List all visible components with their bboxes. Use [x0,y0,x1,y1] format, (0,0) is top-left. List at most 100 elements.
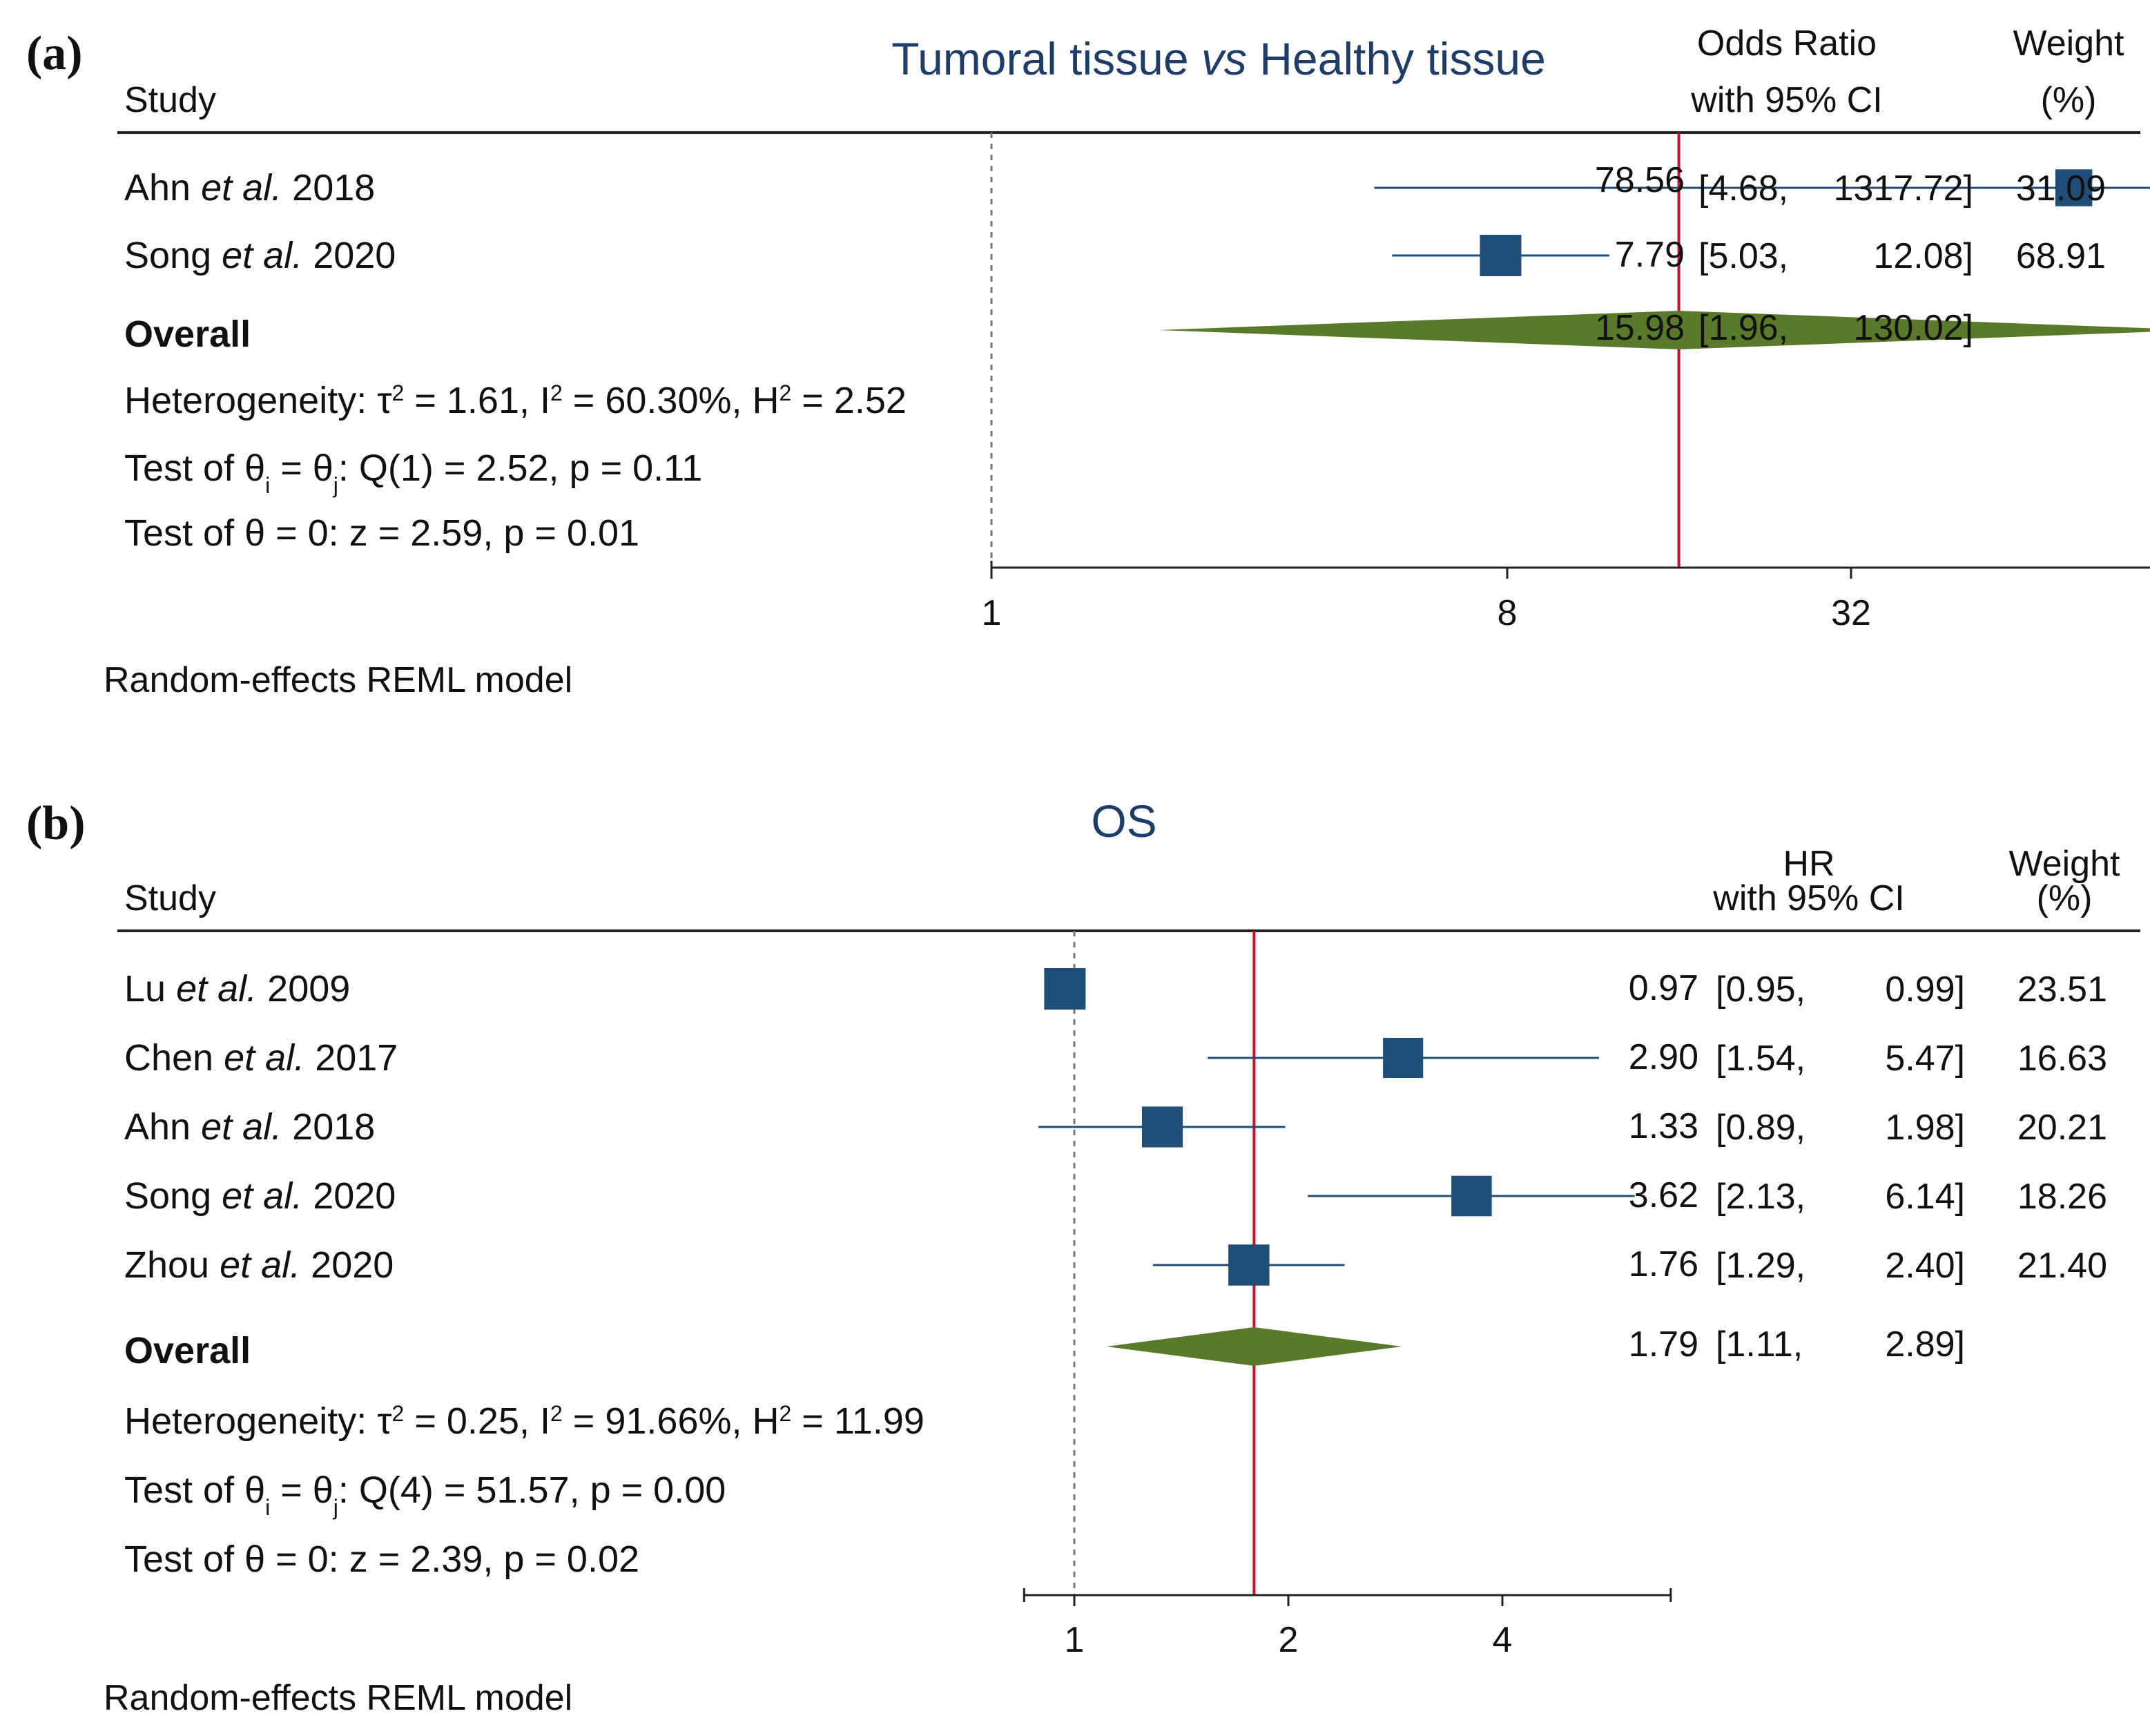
study-year: 2020 [300,1244,394,1286]
test-text: : Q(4) = 51.57, p = 0.00 [338,1469,726,1511]
het-text: = 2.52 [791,380,907,421]
header-effect-ci: with 95% CI [1712,878,1904,918]
overall-diamond [1158,311,2150,349]
weight-value: 23.51 [2017,970,2107,1010]
study-author: Zhou [124,1244,220,1286]
study-marker [1044,968,1086,1010]
plot-title-italic: vs [1201,33,1247,84]
study-marker [2055,169,2093,206]
het-sup: 2 [779,1401,792,1426]
effect-estimate: 0.97 [1629,968,1698,1008]
ci-lower: [0.89, [1716,1108,1805,1148]
weight-value: 31.09 [2016,168,2106,209]
header-study: Study [124,80,216,120]
header-weight: Weight [2013,23,2124,64]
overall-label: Overall [124,1330,251,1371]
test-text: Test of θ [124,447,265,489]
header-study: Study [124,878,216,918]
study-row: Lu et al. 2009 0.97 [0.95, 0.99] 23.51 [124,968,2107,1010]
het-sup: 2 [779,380,792,405]
study-row: Chen et al. 2017 2.90 [1.54, 5.47] 16.63 [124,1037,2107,1079]
x-tick-label: 2 [1279,1620,1299,1660]
test-sub: j [333,1495,338,1520]
ci-lower: [5.03, [1698,236,1788,276]
study-year: 2020 [302,1175,396,1217]
overall-estimate: 15.98 [1595,308,1685,348]
test-text: Test of θ [124,1469,265,1511]
study-label: Lu et al. 2009 [124,968,350,1010]
weight-value: 16.63 [2017,1039,2107,1079]
ci-upper: 1.98] [1885,1108,1965,1148]
study-author: Chen [124,1037,224,1079]
het-text: Heterogeneity: τ [124,1400,392,1442]
het-sup: 2 [550,380,563,405]
het-text: = 1.61, I [404,380,550,421]
test-sub: j [333,473,338,498]
effect-estimate: 7.79 [1615,235,1685,275]
study-etal: et al. [224,1037,304,1079]
plot-title-part: OS [1091,795,1156,847]
effect-estimate: 2.90 [1629,1037,1698,1077]
overall-ci-upper: 2.89] [1885,1324,1965,1364]
weight-value: 18.26 [2017,1177,2107,1217]
header-effect: Odds Ratio [1697,23,1877,64]
overall-label: Overall [124,314,251,355]
study-author: Ahn [124,1106,201,1148]
effect-estimate: 1.33 [1629,1106,1698,1146]
x-tick-label: 1 [982,593,1002,633]
test-text: : Q(1) = 2.52, p = 0.11 [338,447,702,489]
overall-effect-test: Test of θ = 0: z = 2.39, p = 0.02 [124,1539,639,1580]
study-etal: et al. [201,167,282,209]
study-label: Zhou et al. 2020 [124,1244,394,1286]
header-weight: Weight [2009,844,2120,884]
study-etal: et al. [176,968,257,1010]
plot-title-part: Tumoral tissue [891,33,1201,84]
study-author: Song [124,235,222,276]
study-row: Song et al. 2020 3.62 [2.13, 6.14] 18.26 [124,1175,2107,1217]
heterogeneity-stats: Heterogeneity: τ2 = 1.61, I2 = 60.30%, H… [124,380,907,421]
study-etal: et al. [201,1106,282,1148]
overall-row: Overall 15.98 [1.96, 130.02] [124,308,2150,355]
effect-estimate: 78.56 [1595,160,1685,200]
overall-estimate: 1.79 [1629,1324,1698,1364]
header-weight-unit: (%) [2041,80,2097,120]
x-tick-label: 8 [1498,593,1518,633]
ci-upper: 1317.72] [1834,168,1973,209]
ci-lower: [1.54, [1716,1039,1805,1079]
het-text: = 0.25, I [404,1400,550,1442]
header-effect-ci: with 95% CI [1690,80,1882,120]
study-row: Ahn et al. 2018 1.33 [0.89, 1.98] 20.21 [124,1106,2107,1148]
ci-upper: 6.14] [1885,1177,1965,1217]
study-etal: et al. [220,1244,300,1286]
x-tick-label: 1 [1065,1620,1085,1660]
het-sup: 2 [392,1401,405,1426]
model-footnote: Random-effects REML model [104,1678,572,1718]
study-year: 2018 [282,167,375,209]
ci-lower: [2.13, [1716,1177,1805,1217]
weight-value: 68.91 [2016,236,2106,276]
study-row: Zhou et al. 2020 1.76 [1.29, 2.40] 21.40 [124,1244,2107,1286]
study-label: Song et al. 2020 [124,1175,396,1217]
het-sup: 2 [392,380,405,405]
het-text: = 11.99 [791,1400,924,1442]
plot-title-part: Healthy tissue [1247,33,1546,84]
x-axis: 1832128512 [982,561,2150,633]
study-author: Lu [124,968,176,1010]
study-author: Ahn [124,167,201,209]
ci-upper: 2.40] [1885,1246,1965,1286]
ci-upper: 12.08] [1873,236,1973,276]
het-text: = 91.66%, H [563,1400,779,1442]
study-row: Song et al. 2020 7.79 [5.03, 12.08] 68.91 [124,235,2106,276]
study-label: Ahn et al. 2018 [124,167,375,209]
effect-estimate: 3.62 [1629,1175,1698,1215]
ci-lower: [4.68, [1698,168,1788,209]
homogeneity-test: Test of θi = θj: Q(1) = 2.52, p = 0.11 [124,447,702,498]
study-year: 2009 [257,968,350,1010]
weight-value: 21.40 [2017,1246,2107,1286]
test-text: = θ [270,447,333,489]
plot-title: Tumoral tissue vs Healthy tissue [891,33,1546,84]
study-year: 2018 [282,1106,375,1148]
panel-a: (a) Tumoral tissue vs Healthy tissue Study… [26,23,2150,700]
